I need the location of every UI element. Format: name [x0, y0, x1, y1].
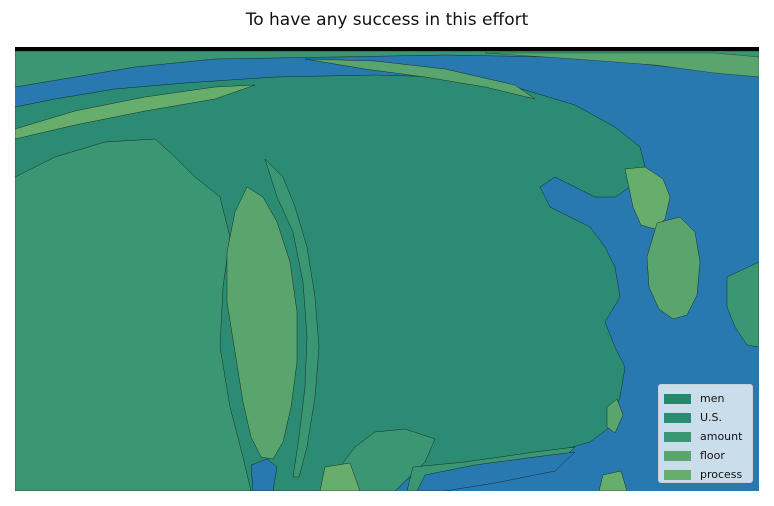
chart-title: To have any success in this effort: [245, 10, 529, 30]
south-bay-land: [319, 462, 361, 491]
legend-swatch-men: [664, 393, 691, 404]
legend-label-process: process: [700, 468, 743, 481]
legend-swatch-floor: [664, 450, 691, 461]
legend-swatch-process: [664, 469, 691, 480]
north-streak-2: [304, 58, 536, 100]
legend-item-process: process: [664, 465, 747, 484]
legend-label-amount: amount: [700, 430, 743, 443]
legend: men U.S. amount floor process: [658, 384, 753, 483]
north-streak-1: [15, 84, 256, 140]
ne-block: [484, 52, 759, 78]
small-island: [606, 398, 624, 434]
inner-strip: [264, 158, 320, 478]
long-peninsula: [226, 186, 298, 460]
legend-item-floor: floor: [664, 446, 747, 465]
top-border: [15, 47, 759, 51]
legend-item-men: men: [664, 389, 747, 408]
map-area: [15, 47, 759, 491]
legend-swatch-us: [664, 412, 691, 423]
legend-item-amount: amount: [664, 427, 747, 446]
legend-label-men: men: [700, 392, 725, 405]
legend-item-us: U.S.: [664, 408, 747, 427]
legend-label-us: U.S.: [700, 411, 723, 424]
map-canvas: [15, 47, 759, 491]
se-island: [598, 470, 628, 491]
west-inlet: [250, 458, 278, 491]
northern-land: [15, 50, 759, 88]
korea-peninsula: [624, 166, 671, 230]
large-island: [646, 216, 701, 320]
gulf-water: [416, 451, 576, 491]
legend-swatch-amount: [664, 431, 691, 442]
legend-label-floor: floor: [700, 449, 725, 462]
far-east-land: [726, 261, 759, 348]
